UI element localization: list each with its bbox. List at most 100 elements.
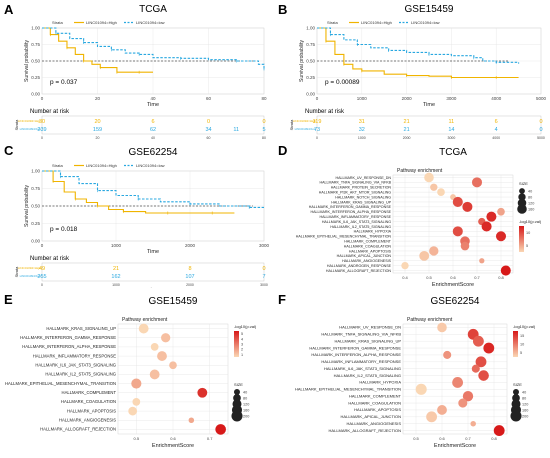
data-point	[437, 188, 445, 196]
category-label: HALLMARK_EPITHELIAL_MESENCHYMAL_TRANSITI…	[5, 381, 116, 386]
category-label: HALLMARK_KRAS_SIGNALING_UP	[331, 200, 391, 204]
risk-row-label-low: LINC01094=low	[20, 127, 42, 131]
risk-value-low: 62	[150, 127, 156, 133]
data-point	[132, 398, 141, 406]
data-point	[443, 350, 452, 359]
legend-color-bar	[513, 331, 518, 357]
risk-x-tick: 1000	[112, 283, 120, 287]
risk-value-high: 6	[151, 119, 154, 125]
x-tick-label: 60	[206, 96, 212, 101]
category-label: HALLMARK_IL6_JAK_STAT3_SIGNALING	[324, 366, 401, 371]
data-point	[495, 231, 507, 242]
risk-value-high: 119	[313, 119, 322, 125]
y-tick-label: 0.25	[31, 75, 40, 80]
chart-title: GSE62254	[129, 147, 178, 158]
x-tick-label: 5000	[536, 96, 547, 101]
category-label: HALLMARK_IL2_STAT5_SIGNALING	[334, 373, 401, 378]
x-tick-label: 0.6	[170, 436, 176, 441]
chart-title: GSE62254	[431, 296, 480, 307]
legend-label-high: LINC01094=High	[361, 20, 392, 25]
risk-value-high: 0	[262, 119, 265, 125]
risk-table-area	[41, 115, 265, 135]
data-point	[486, 211, 497, 222]
legend-size-swatch	[518, 193, 526, 201]
risk-x-tick: 80	[262, 136, 266, 140]
risk-row-label-low: LINC01094=low	[20, 274, 42, 278]
panel-label-c: C	[4, 143, 14, 158]
dot-plot-gse15459: GSE15459 Pathway enrichment 0.5 0.6 0.7 Enric…	[5, 296, 257, 449]
risk-x-tick: 60	[207, 136, 211, 140]
risk-table-area	[316, 115, 542, 135]
y-tick-label: 0.50	[31, 59, 40, 64]
y-tick-label: 0.25	[31, 221, 40, 226]
category-label: HALLMARK_COMPLEMENT	[344, 239, 392, 243]
legend-color-value: 3	[241, 343, 243, 347]
p-value: p = 0.037	[50, 79, 78, 86]
data-point	[426, 411, 438, 423]
chart-title: GSE15459	[149, 296, 198, 307]
x-tick-label: 0	[41, 243, 44, 248]
legend-color-value: 2	[241, 348, 243, 352]
data-point	[452, 377, 464, 388]
category-label: HALLMARK_EPITHELIAL_MESENCHYMAL_TRANSITI…	[295, 387, 401, 392]
x-tick-label: 40	[150, 96, 156, 101]
legend-color-value: 4	[241, 337, 243, 341]
category-label: HALLMARK_INTERFERON_ALPHA_RESPONSE	[311, 352, 401, 357]
legend-color-value: 5	[241, 332, 243, 336]
legend-color-value: 5	[520, 351, 522, 355]
risk-value-low: 73	[314, 127, 320, 133]
risk-row-label-high: LINC01094=High	[293, 119, 316, 123]
risk-x-tick: 40	[151, 136, 155, 140]
risk-x-tick: 2000	[186, 283, 194, 287]
data-point	[481, 221, 492, 232]
legend-color-bar	[234, 331, 239, 357]
category-label: HALLMARK_INTERFERON_GAMMA_RESPONSE	[309, 345, 401, 350]
category-label: HALLMARK_INFLAMMATORY_RESPONSE	[320, 215, 392, 219]
category-label: HALLMARK_APICAL_JUNCTION	[341, 414, 402, 419]
risk-value-low: 5	[262, 127, 265, 133]
risk-x-tick: 0	[41, 136, 43, 140]
legend-color-title: -log10(p.val)	[519, 219, 542, 224]
data-point	[161, 333, 171, 343]
category-label: HALLMARK_COMPLEMENT	[62, 390, 117, 395]
x-tick-label: 1000	[111, 243, 122, 248]
chart-subtitle: Pathway enrichment	[407, 317, 453, 323]
legend-size-swatch	[233, 388, 241, 396]
survival-curve-low	[317, 27, 520, 64]
risk-value-low: 255	[37, 274, 46, 280]
risk-value-high: 8	[188, 266, 191, 272]
survival-curve-low	[42, 170, 264, 208]
x-tick-label: 0.5	[134, 436, 140, 441]
risk-x-tick: 0	[41, 283, 43, 287]
x-tick-label: 3000	[259, 243, 270, 248]
data-point	[470, 420, 476, 427]
risk-value-low: 107	[185, 274, 194, 280]
panel-label-b: B	[278, 2, 288, 17]
category-label: HALLMARK_IL2_STAT5_SIGNALING	[330, 225, 391, 229]
data-point	[138, 323, 149, 334]
y-tick-label: 0.75	[31, 186, 40, 191]
x-tick-label: 0.8	[491, 436, 497, 441]
category-label: HALLMARK_ANDROGEN_RESPONSE	[327, 264, 392, 268]
data-point	[149, 369, 160, 380]
category-label: HALLMARK_COAGULATION	[344, 244, 392, 248]
x-tick-label: 0.4	[402, 275, 408, 280]
y-axis-label: Survival probability	[299, 40, 305, 82]
legend-strata-label: Strata	[52, 20, 63, 25]
category-label: HALLMARK_INTERFERON_ALPHA_RESPONSE	[311, 210, 392, 214]
risk-row-label-low: LINC01094=low	[295, 127, 317, 131]
legend-strata-label: Strata	[52, 163, 63, 168]
panel-label-d: D	[278, 143, 288, 158]
category-label: HALLMARK_ALLOGRAFT_REJECTION	[329, 428, 402, 433]
category-label: HALLMARK_EPITHELIAL_MESENCHYMAL_TRANSITI…	[296, 235, 392, 239]
risk-table-title: Number at risk	[30, 256, 70, 262]
legend-size-value: 80	[243, 397, 247, 401]
chart-subtitle: Pathway enrichment	[122, 317, 168, 323]
data-point	[471, 364, 480, 373]
legend-size-title: SIZE	[234, 382, 243, 387]
chart-title: GSE15459	[405, 4, 454, 15]
data-point	[462, 391, 474, 402]
category-label: HALLMARK_IL6_JAK_STAT3_SIGNALING	[322, 220, 391, 224]
